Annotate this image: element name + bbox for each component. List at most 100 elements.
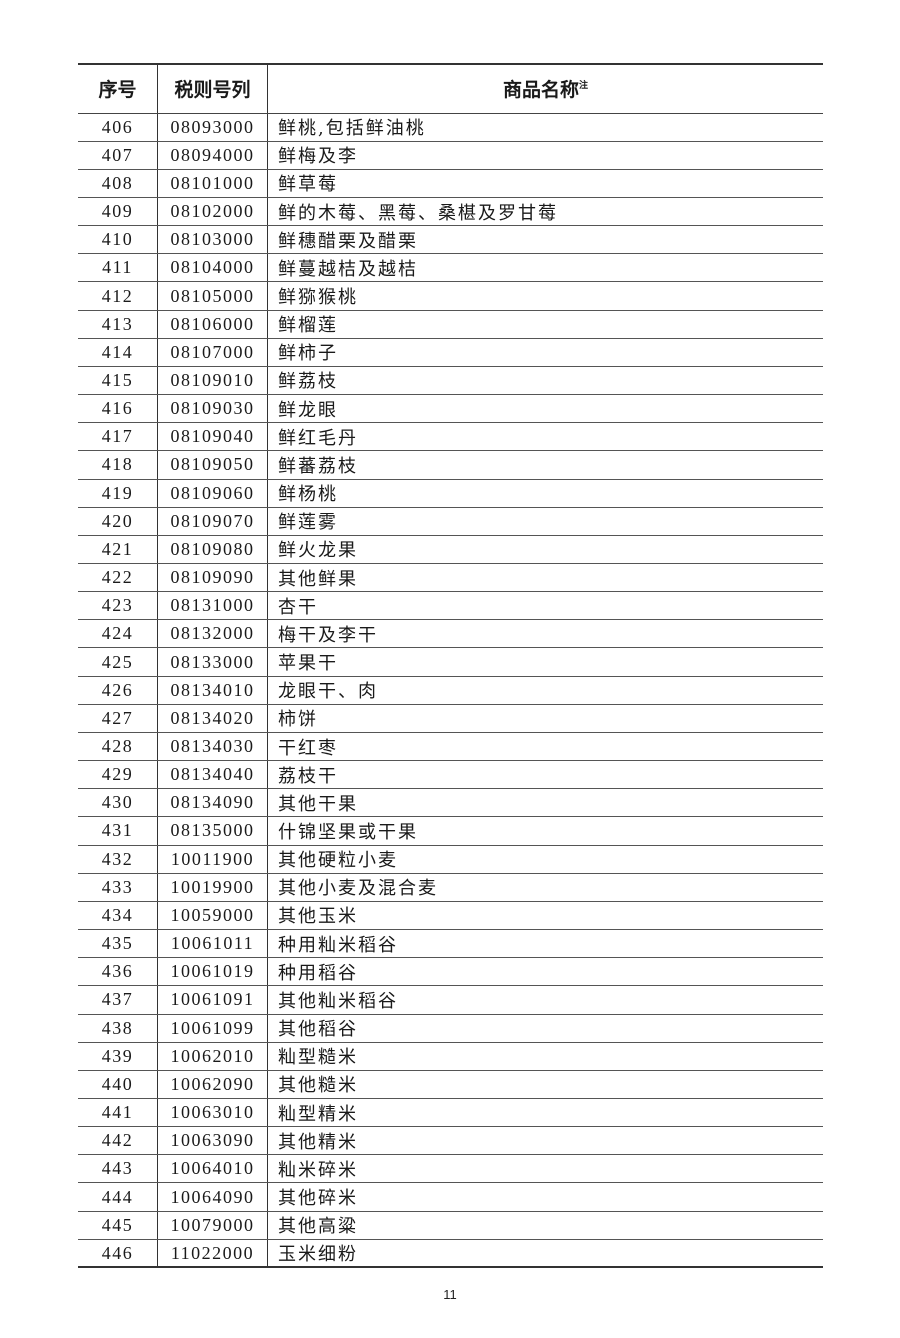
row-index: 421 <box>78 535 158 565</box>
table-row: 419 08109060 鲜杨桃 <box>78 479 823 508</box>
row-index: 440 <box>78 1070 158 1099</box>
row-index: 419 <box>78 479 158 508</box>
row-product-name: 鲜蕃荔枝 <box>267 450 823 480</box>
table-row: 435 10061011 种用籼米稻谷 <box>78 929 823 959</box>
row-tariff-code: 08107000 <box>157 338 268 367</box>
row-product-name: 其他高粱 <box>267 1211 823 1240</box>
row-tariff-code: 08093000 <box>157 113 268 142</box>
row-tariff-code: 10062090 <box>157 1070 268 1099</box>
row-tariff-code: 08101000 <box>157 169 268 198</box>
row-product-name: 梅干及李干 <box>267 619 823 649</box>
table-row: 433 10019900 其他小麦及混合麦 <box>78 873 823 902</box>
row-tariff-code: 10063010 <box>157 1098 268 1128</box>
row-index: 423 <box>78 591 158 621</box>
row-product-name: 鲜龙眼 <box>267 394 823 424</box>
row-tariff-code: 08109040 <box>157 422 268 452</box>
row-product-name: 柿饼 <box>267 704 823 733</box>
row-tariff-code: 10079000 <box>157 1211 268 1240</box>
row-tariff-code: 10064010 <box>157 1154 268 1184</box>
table-row: 440 10062090 其他糙米 <box>78 1070 823 1099</box>
row-tariff-code: 08134010 <box>157 676 268 705</box>
row-tariff-code: 08131000 <box>157 591 268 621</box>
row-product-name: 其他干果 <box>267 788 823 818</box>
row-tariff-code: 08134020 <box>157 704 268 733</box>
row-index: 442 <box>78 1126 158 1156</box>
table-row: 408 08101000 鲜草莓 <box>78 169 823 198</box>
header-note-mark: 注 <box>579 81 589 92</box>
row-index: 445 <box>78 1211 158 1240</box>
row-index: 414 <box>78 338 158 367</box>
row-index: 413 <box>78 310 158 339</box>
row-index: 438 <box>78 1014 158 1043</box>
row-tariff-code: 10064090 <box>157 1182 268 1212</box>
row-tariff-code: 08109010 <box>157 366 268 396</box>
table-row: 407 08094000 鲜梅及李 <box>78 141 823 170</box>
row-index: 416 <box>78 394 158 424</box>
row-tariff-code: 08104000 <box>157 253 268 283</box>
row-product-name: 鲜穗醋栗及醋栗 <box>267 225 823 255</box>
row-index: 418 <box>78 450 158 480</box>
row-product-name: 其他糙米 <box>267 1070 823 1099</box>
table-row: 422 08109090 其他鲜果 <box>78 563 823 593</box>
row-index: 427 <box>78 704 158 733</box>
table-row: 425 08133000 苹果干 <box>78 647 823 677</box>
table-row: 438 10061099 其他稻谷 <box>78 1014 823 1043</box>
row-tariff-code: 08133000 <box>157 647 268 677</box>
row-tariff-code: 10059000 <box>157 901 268 931</box>
row-product-name: 其他碎米 <box>267 1182 823 1212</box>
table-row: 417 08109040 鲜红毛丹 <box>78 422 823 452</box>
row-index: 441 <box>78 1098 158 1128</box>
row-product-name: 籼米碎米 <box>267 1154 823 1184</box>
row-product-name: 什锦坚果或干果 <box>267 816 823 846</box>
row-index: 439 <box>78 1042 158 1071</box>
tariff-table: 序号 税则号列 商品名称注 406 08093000 鲜桃,包括鲜油桃 407 0809… <box>78 63 823 1269</box>
row-tariff-code: 10061091 <box>157 985 268 1015</box>
row-index: 444 <box>78 1182 158 1212</box>
row-index: 435 <box>78 929 158 959</box>
row-product-name: 其他稻谷 <box>267 1014 823 1043</box>
table-row: 432 10011900 其他硬粒小麦 <box>78 845 823 874</box>
row-product-name: 其他精米 <box>267 1126 823 1156</box>
table-row: 416 08109030 鲜龙眼 <box>78 394 823 424</box>
row-product-name: 鲜猕猴桃 <box>267 281 823 311</box>
row-product-name: 鲜柿子 <box>267 338 823 367</box>
row-tariff-code: 10019900 <box>157 873 268 902</box>
table-row: 439 10062010 籼型糙米 <box>78 1042 823 1071</box>
row-product-name: 其他籼米稻谷 <box>267 985 823 1015</box>
table-row: 434 10059000 其他玉米 <box>78 901 823 931</box>
row-index: 424 <box>78 619 158 649</box>
row-index: 446 <box>78 1239 158 1269</box>
table-row: 429 08134040 荔枝干 <box>78 760 823 790</box>
row-tariff-code: 08094000 <box>157 141 268 170</box>
table-row: 413 08106000 鲜榴莲 <box>78 310 823 339</box>
table-row: 446 11022000 玉米细粉 <box>78 1239 823 1269</box>
row-index: 432 <box>78 845 158 874</box>
table-row: 443 10064010 籼米碎米 <box>78 1154 823 1184</box>
row-product-name: 种用籼米稻谷 <box>267 929 823 959</box>
table-row: 411 08104000 鲜蔓越桔及越桔 <box>78 253 823 283</box>
row-index: 434 <box>78 901 158 931</box>
row-product-name: 鲜莲雾 <box>267 507 823 536</box>
row-product-name: 鲜杨桃 <box>267 479 823 508</box>
row-tariff-code: 08134090 <box>157 788 268 818</box>
table-row: 412 08105000 鲜猕猴桃 <box>78 281 823 311</box>
row-product-name: 鲜的木莓、黑莓、桑椹及罗甘莓 <box>267 197 823 227</box>
row-product-name: 籼型糙米 <box>267 1042 823 1071</box>
row-product-name: 荔枝干 <box>267 760 823 790</box>
row-product-name: 其他玉米 <box>267 901 823 931</box>
table-row: 428 08134030 干红枣 <box>78 732 823 762</box>
row-index: 422 <box>78 563 158 593</box>
table-row: 409 08102000 鲜的木莓、黑莓、桑椹及罗甘莓 <box>78 197 823 227</box>
row-product-name: 鲜蔓越桔及越桔 <box>267 253 823 283</box>
row-product-name: 鲜红毛丹 <box>267 422 823 452</box>
row-index: 420 <box>78 507 158 536</box>
row-index: 407 <box>78 141 158 170</box>
row-index: 431 <box>78 816 158 846</box>
row-tariff-code: 08106000 <box>157 310 268 339</box>
row-tariff-code: 08109070 <box>157 507 268 536</box>
row-index: 429 <box>78 760 158 790</box>
table-row: 423 08131000 杏干 <box>78 591 823 621</box>
row-product-name: 籼型精米 <box>267 1098 823 1128</box>
table-row: 421 08109080 鲜火龙果 <box>78 535 823 565</box>
row-tariff-code: 10011900 <box>157 845 268 874</box>
